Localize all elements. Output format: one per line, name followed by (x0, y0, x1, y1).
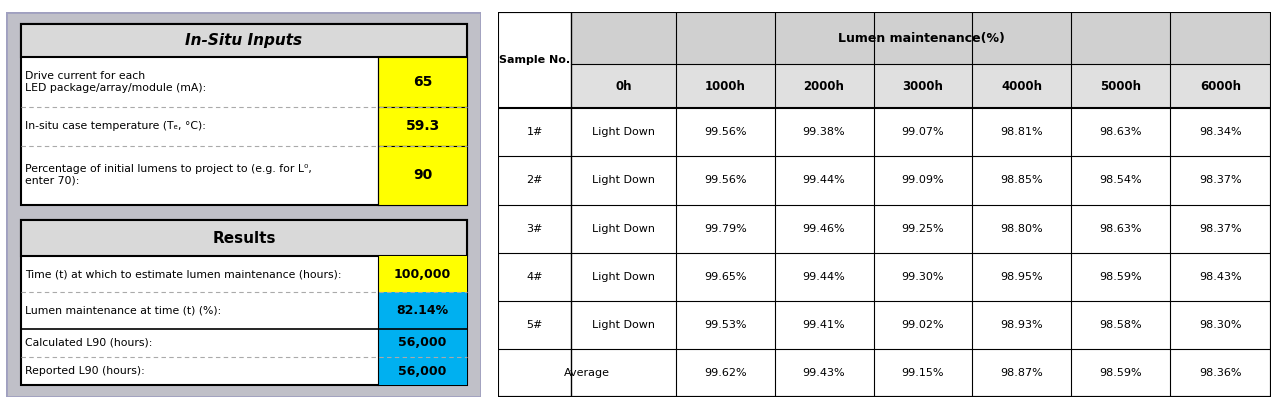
Bar (378, 256, 467, 292)
Text: 98.43%: 98.43% (1199, 272, 1241, 281)
Text: 99.41%: 99.41% (803, 320, 845, 330)
Text: 99.56%: 99.56% (704, 128, 747, 137)
Bar (571, 64, 1271, 109)
Text: 3#: 3# (526, 224, 543, 234)
Text: Light Down: Light Down (593, 175, 655, 185)
Text: In-Situ Inputs: In-Situ Inputs (185, 33, 303, 48)
Bar (20, 220, 467, 386)
Text: 99.53%: 99.53% (704, 320, 747, 330)
Text: 98.63%: 98.63% (1099, 128, 1142, 137)
Text: 0h: 0h (616, 80, 632, 93)
Bar (378, 107, 467, 145)
Text: 98.54%: 98.54% (1099, 175, 1142, 185)
Text: 98.37%: 98.37% (1199, 175, 1241, 185)
Text: 99.25%: 99.25% (902, 224, 944, 234)
Text: 99.02%: 99.02% (902, 320, 944, 330)
Text: 98.93%: 98.93% (1001, 320, 1043, 330)
Text: 65: 65 (412, 75, 432, 89)
Bar (571, 12, 1271, 64)
Text: Light Down: Light Down (593, 320, 655, 330)
Text: 99.65%: 99.65% (704, 272, 747, 281)
Text: 99.79%: 99.79% (704, 224, 747, 234)
Text: IEC62722 with lumen maintenance information: IEC62722 with lumen maintenance informat… (506, 0, 853, 1)
Text: 82.14%: 82.14% (396, 304, 448, 317)
Text: 99.30%: 99.30% (902, 272, 944, 281)
Text: 98.95%: 98.95% (1001, 272, 1043, 281)
Text: 98.59%: 98.59% (1099, 272, 1142, 281)
Text: 99.09%: 99.09% (902, 175, 944, 185)
Text: 1000h: 1000h (705, 80, 746, 93)
Text: Lumen maintenance at time (t) (%):: Lumen maintenance at time (t) (%): (26, 305, 222, 315)
Bar (378, 328, 467, 357)
Text: 3000h: 3000h (903, 80, 944, 93)
Text: 98.34%: 98.34% (1199, 128, 1241, 137)
Text: 98.58%: 98.58% (1099, 320, 1142, 330)
Text: 99.46%: 99.46% (803, 224, 845, 234)
Text: 98.81%: 98.81% (1001, 128, 1043, 137)
Text: 56,000: 56,000 (398, 364, 447, 378)
Text: 4000h: 4000h (1001, 80, 1042, 93)
Text: Light Down: Light Down (593, 272, 655, 281)
Text: 1#: 1# (526, 128, 543, 137)
Text: 99.38%: 99.38% (803, 128, 845, 137)
Bar (20, 220, 467, 256)
Text: 98.80%: 98.80% (1001, 224, 1043, 234)
Text: 98.59%: 98.59% (1099, 368, 1142, 378)
Text: 99.44%: 99.44% (803, 175, 845, 185)
Text: 6000h: 6000h (1200, 80, 1241, 93)
Bar (378, 57, 467, 107)
Text: Light Down: Light Down (593, 128, 655, 137)
Text: Sample No.: Sample No. (499, 55, 571, 65)
Bar (378, 292, 467, 328)
Text: 2#: 2# (526, 175, 543, 185)
Text: Reported L90 (hours):: Reported L90 (hours): (26, 366, 146, 376)
Text: Average: Average (564, 368, 610, 378)
Text: 99.62%: 99.62% (704, 368, 747, 378)
Text: 98.85%: 98.85% (1001, 175, 1043, 185)
Text: Light Down: Light Down (593, 224, 655, 234)
Text: 2000h: 2000h (803, 80, 844, 93)
Text: 5000h: 5000h (1101, 80, 1142, 93)
Bar (20, 24, 467, 57)
Text: 90: 90 (412, 168, 432, 182)
Text: Time (t) at which to estimate lumen maintenance (hours):: Time (t) at which to estimate lumen main… (26, 269, 342, 279)
Bar (20, 24, 467, 205)
Text: 100,000: 100,000 (393, 268, 451, 281)
Text: 98.87%: 98.87% (1000, 368, 1043, 378)
Text: 99.44%: 99.44% (803, 272, 845, 281)
Text: 98.63%: 98.63% (1099, 224, 1142, 234)
Text: Percentage of initial lumens to project to (e.g. for L⁰,
enter 70):: Percentage of initial lumens to project … (26, 164, 313, 186)
Text: 99.15%: 99.15% (902, 368, 944, 378)
Text: 98.30%: 98.30% (1199, 320, 1241, 330)
Text: Drive current for each
LED package/array/module (mA):: Drive current for each LED package/array… (26, 71, 207, 93)
Text: 99.07%: 99.07% (902, 128, 944, 137)
Bar (378, 357, 467, 386)
Text: 5#: 5# (526, 320, 543, 330)
Text: Results: Results (212, 230, 276, 245)
Text: 99.43%: 99.43% (803, 368, 845, 378)
Bar (378, 145, 467, 205)
Text: 4#: 4# (526, 272, 543, 281)
Text: 59.3: 59.3 (405, 119, 439, 133)
Text: 56,000: 56,000 (398, 336, 447, 349)
Text: 98.37%: 98.37% (1199, 224, 1241, 234)
Text: 99.56%: 99.56% (704, 175, 747, 185)
Text: 98.36%: 98.36% (1199, 368, 1241, 378)
Text: In-situ case temperature (Tₑ, °C):: In-situ case temperature (Tₑ, °C): (26, 122, 207, 131)
Text: TM21 with lumen maintenance information: TM21 with lumen maintenance information (6, 0, 323, 1)
Text: Calculated L90 (hours):: Calculated L90 (hours): (26, 338, 153, 348)
Text: Lumen maintenance(%): Lumen maintenance(%) (838, 32, 1005, 45)
